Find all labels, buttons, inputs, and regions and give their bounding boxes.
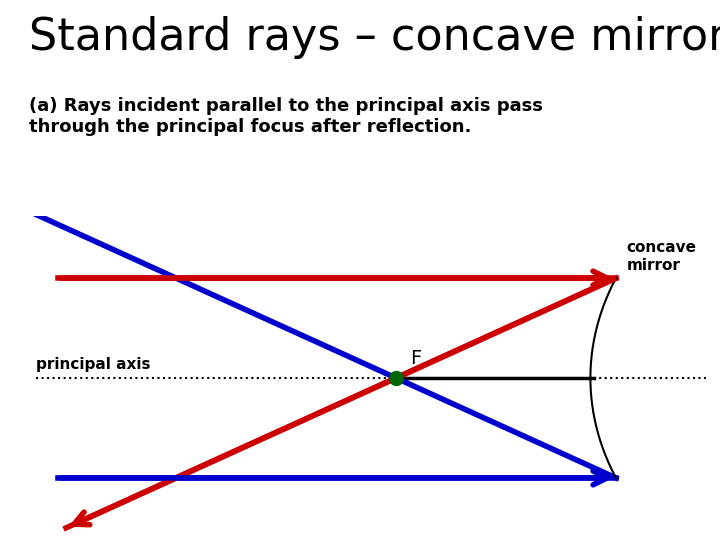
- Text: Standard rays – concave mirror: Standard rays – concave mirror: [29, 16, 720, 59]
- Text: principal axis: principal axis: [36, 356, 150, 372]
- Text: F: F: [410, 349, 422, 368]
- Text: (a) Rays incident parallel to the principal axis pass
through the principal focu: (a) Rays incident parallel to the princi…: [29, 97, 543, 136]
- Text: concave
mirror: concave mirror: [626, 240, 697, 273]
